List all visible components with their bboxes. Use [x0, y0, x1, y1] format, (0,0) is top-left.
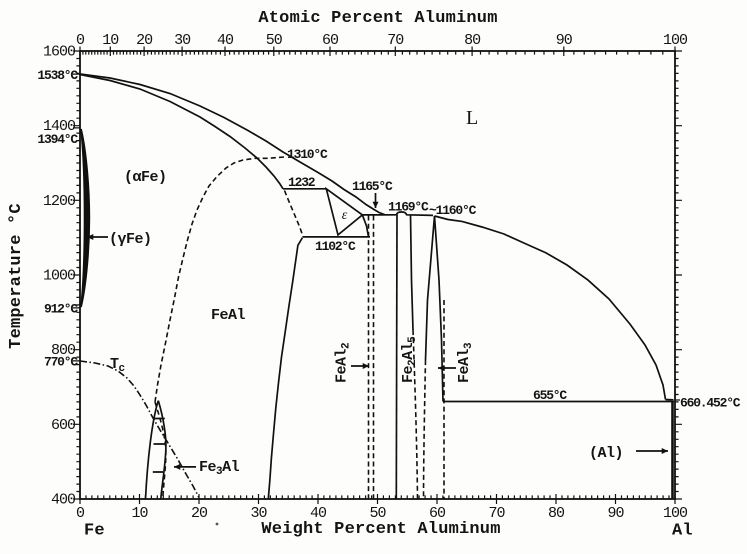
svg-text:10: 10 [131, 505, 148, 522]
svg-text:80: 80 [548, 505, 565, 522]
svg-text:80: 80 [464, 32, 481, 49]
svg-text:1538°C: 1538°C [37, 68, 78, 83]
svg-text:10: 10 [102, 32, 119, 49]
svg-text:50: 50 [266, 32, 283, 49]
svg-text:770°C: 770°C [44, 355, 78, 370]
svg-text:Weight Percent Aluminum: Weight Percent Aluminum [261, 520, 500, 539]
svg-text:Temperature °C: Temperature °C [7, 203, 26, 349]
svg-text:600: 600 [51, 417, 76, 434]
svg-text:100: 100 [663, 32, 688, 49]
svg-text:912°C: 912°C [44, 302, 78, 317]
svg-text:1600: 1600 [43, 44, 76, 61]
svg-text:660.452°C: 660.452°C [680, 396, 741, 411]
svg-text:1165°C: 1165°C [352, 179, 393, 194]
svg-text:Fe3Al: Fe3Al [199, 459, 240, 478]
svg-text:20: 20 [136, 32, 153, 49]
svg-text:400: 400 [51, 492, 76, 509]
svg-text:0: 0 [76, 505, 85, 522]
svg-text:40: 40 [310, 505, 327, 522]
svg-text:1000: 1000 [43, 268, 76, 285]
svg-text:FeAl: FeAl [211, 307, 246, 324]
svg-text:40: 40 [217, 32, 234, 49]
svg-text:90: 90 [607, 505, 624, 522]
svg-text:~1160°C: ~1160°C [429, 203, 477, 218]
svg-text:(γFe): (γFe) [109, 231, 152, 248]
svg-text:70: 70 [488, 505, 505, 522]
svg-text:ε: ε [342, 208, 348, 223]
svg-text:L: L [466, 107, 478, 129]
svg-text:(αFe): (αFe) [124, 169, 167, 186]
svg-text:30: 30 [174, 32, 191, 49]
svg-text:70: 70 [387, 32, 404, 49]
svg-text:1400: 1400 [43, 118, 76, 135]
svg-text:30: 30 [250, 505, 267, 522]
svg-text:1102°C: 1102°C [315, 239, 356, 254]
svg-text:1394°C: 1394°C [37, 132, 78, 147]
svg-text:20: 20 [191, 505, 208, 522]
svg-text:FeAl2: FeAl2 [334, 343, 353, 383]
svg-text:1200: 1200 [43, 193, 76, 210]
svg-text:655°C: 655°C [533, 388, 567, 403]
svg-text:90: 90 [556, 32, 573, 49]
svg-text:800: 800 [51, 342, 76, 359]
svg-text:1232: 1232 [288, 175, 316, 190]
svg-text:1310°C: 1310°C [287, 147, 328, 162]
svg-text:1169°C: 1169°C [388, 200, 429, 215]
svg-text:(Al): (Al) [589, 445, 623, 462]
svg-text:FeAl3: FeAl3 [456, 342, 475, 383]
svg-text:Al: Al [672, 522, 693, 541]
svg-text:Fe2Al5: Fe2Al5 [400, 336, 419, 383]
svg-text:0: 0 [76, 32, 85, 49]
svg-text:Atomic Percent Aluminum: Atomic Percent Aluminum [258, 9, 497, 28]
svg-text:Fe: Fe [84, 522, 105, 541]
svg-text:50: 50 [369, 505, 386, 522]
svg-text:60: 60 [429, 505, 446, 522]
svg-text:Tc: Tc [110, 356, 125, 375]
svg-text:60: 60 [322, 32, 339, 49]
svg-text:100: 100 [663, 505, 688, 522]
